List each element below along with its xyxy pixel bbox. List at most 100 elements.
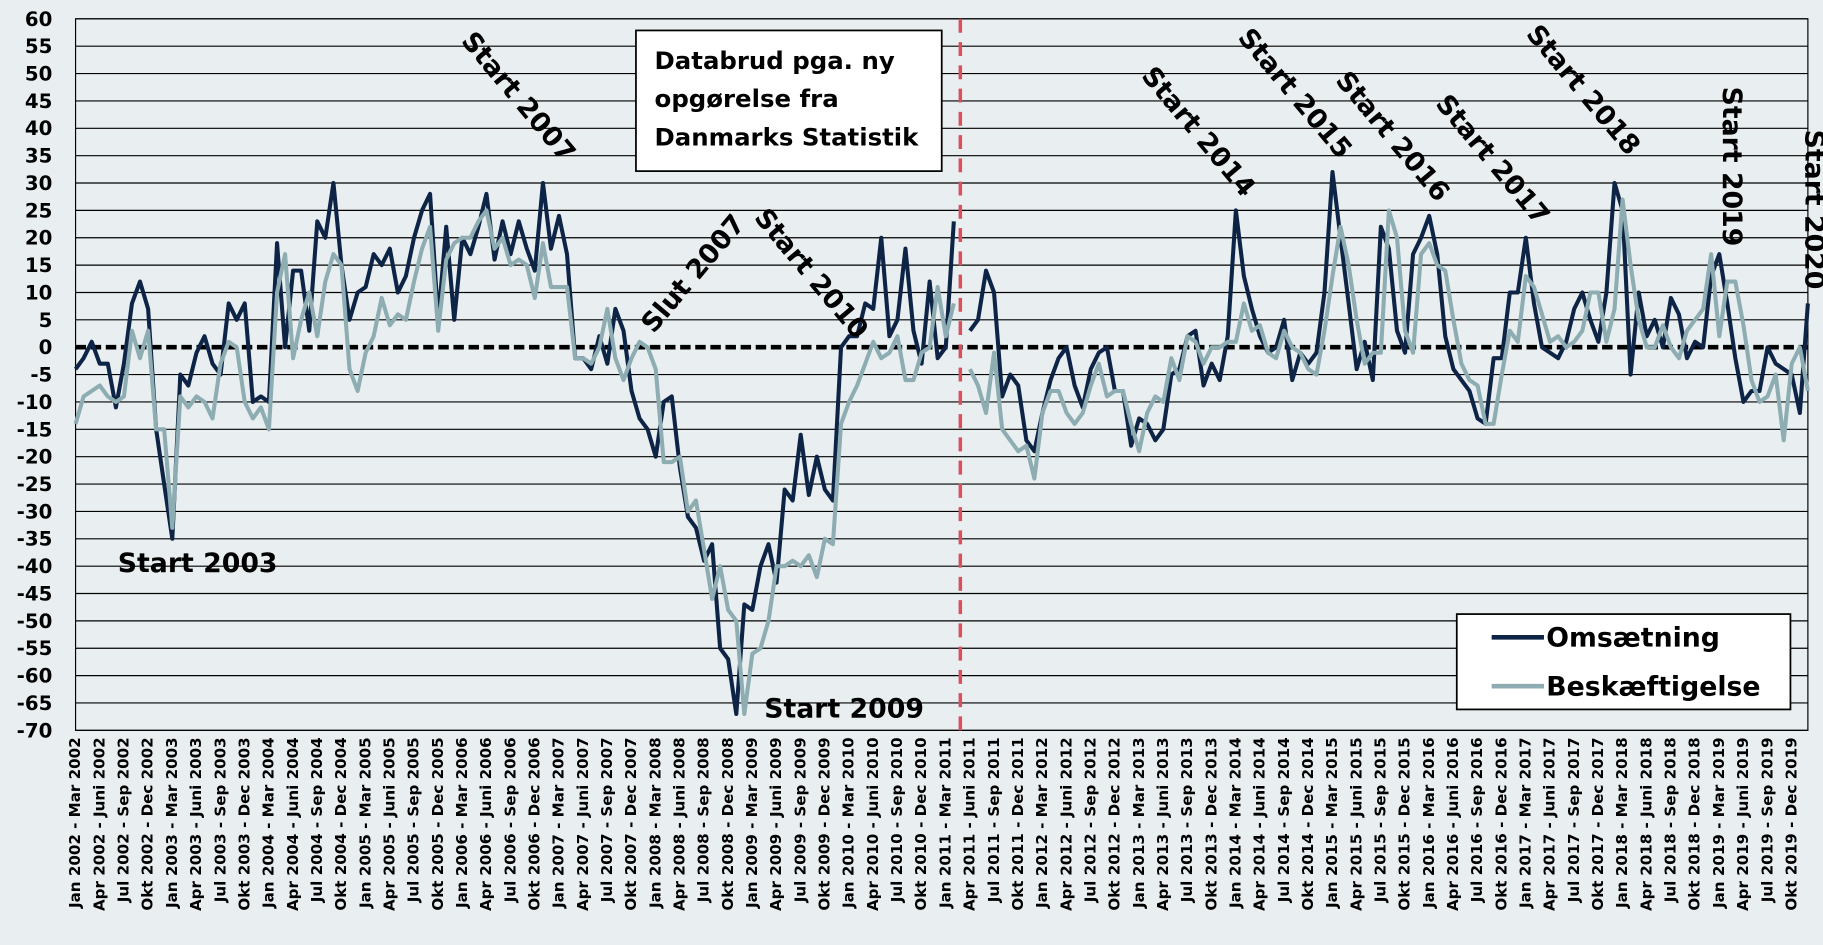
x-tick-label: Apr 2009 - Juni 2009 (767, 737, 785, 911)
x-tick-label: Okt 2009 - Dec 2009 (816, 737, 834, 910)
x-tick-label: Jul 2010 - Sep 2010 (888, 737, 906, 903)
y-tick-label: 20 (25, 227, 52, 250)
y-tick-label: 0 (39, 336, 53, 359)
y-tick-label: 30 (25, 172, 52, 195)
x-tick-label: Jan 2005 - Mar 2005 (356, 737, 374, 909)
x-tick-label: Jan 2010 - Mar 2010 (840, 737, 858, 909)
x-tick-label: Okt 2002 - Dec 2002 (139, 737, 157, 910)
x-tick-label: Jul 2003 - Sep 2003 (211, 737, 229, 903)
y-tick-label: 55 (25, 35, 52, 58)
x-tick-label: Jan 2007 - Mar 2007 (550, 737, 568, 909)
x-tick-label: Okt 2014 - Dec 2014 (1299, 737, 1317, 910)
x-tick-label: Jan 2019 - Mar 2019 (1710, 737, 1728, 909)
x-tick-label: Jan 2003 - Mar 2003 (163, 737, 181, 909)
x-tick-label: Okt 2012 - Dec 2012 (1106, 737, 1124, 910)
x-tick-label: Apr 2007 - Juni 2007 (574, 737, 592, 911)
y-tick-label: 25 (25, 199, 52, 222)
annotation: Start 2003 (118, 548, 278, 579)
y-tick-label: 5 (39, 309, 53, 332)
x-tick-label: Apr 2011 - Juni 2011 (961, 737, 979, 911)
x-tick-label: Jul 2011 - Sep 2011 (985, 737, 1003, 903)
y-tick-label: 50 (25, 63, 52, 86)
x-tick-label: Jul 2019 - Sep 2019 (1758, 737, 1776, 903)
x-tick-label: Okt 2011 - Dec 2011 (1009, 737, 1027, 910)
annotation: Start 2009 (764, 694, 924, 725)
x-tick-label: Jul 2006 - Sep 2006 (501, 737, 519, 903)
x-tick-label: Apr 2014 - Juni 2014 (1251, 737, 1269, 911)
y-tick-label: -50 (17, 610, 53, 633)
x-tick-label: Apr 2018 - Juni 2018 (1637, 737, 1655, 911)
x-tick-label: Okt 2015 - Dec 2015 (1396, 737, 1414, 910)
x-tick-label: Jul 2013 - Sep 2013 (1178, 737, 1196, 903)
x-tick-label: Jan 2013 - Mar 2013 (1130, 737, 1148, 909)
x-tick-label: Jul 2017 - Sep 2017 (1565, 737, 1583, 903)
y-tick-label: -60 (17, 665, 53, 688)
x-tick-label: Jul 2014 - Sep 2014 (1275, 737, 1293, 903)
x-tick-label: Okt 2019 - Dec 2019 (1782, 737, 1800, 910)
legend-label: Beskæftigelse (1546, 671, 1760, 702)
x-tick-label: Jan 2015 - Mar 2015 (1323, 737, 1341, 909)
y-tick-label: -15 (17, 418, 53, 441)
x-tick-label: Apr 2013 - Juni 2013 (1154, 737, 1172, 911)
y-tick-label: -70 (17, 719, 53, 742)
y-tick-label: 15 (25, 254, 52, 277)
series-line (968, 197, 1810, 481)
x-tick-label: Okt 2017 - Dec 2017 (1589, 737, 1607, 910)
x-tick-label: Jul 2009 - Sep 2009 (791, 737, 809, 903)
x-tick-label: Jul 2005 - Sep 2005 (405, 737, 423, 903)
x-tick-label: Apr 2015 - Juni 2015 (1347, 737, 1365, 911)
x-tick-label: Apr 2004 - Juni 2004 (284, 737, 302, 911)
y-tick-label: -40 (17, 555, 53, 578)
x-tick-label: Okt 2018 - Dec 2018 (1686, 737, 1704, 910)
x-tick-label: Apr 2008 - Juni 2008 (671, 737, 689, 911)
x-tick-label: Jan 2008 - Mar 2008 (646, 737, 664, 909)
series-line (968, 170, 1810, 454)
note-text: Databrud pga. ny (655, 46, 895, 75)
x-tick-label: Jan 2002 - Mar 2002 (66, 737, 84, 909)
x-tick-label: Okt 2013 - Dec 2013 (1202, 737, 1220, 910)
x-tick-label: Apr 2005 - Juni 2005 (380, 737, 398, 911)
y-tick-label: -65 (17, 692, 53, 715)
x-tick-label: Okt 2016 - Dec 2016 (1492, 737, 1510, 910)
x-tick-label: Jan 2004 - Mar 2004 (260, 737, 278, 909)
x-tick-label: Apr 2010 - Juni 2010 (864, 737, 882, 911)
annotation: Start 2019 (1716, 87, 1747, 247)
x-tick-label: Jan 2006 - Mar 2006 (453, 737, 471, 909)
x-tick-label: Jul 2007 - Sep 2007 (598, 737, 616, 903)
x-tick-label: Apr 2003 - Juni 2003 (187, 737, 205, 911)
y-tick-label: -20 (17, 446, 53, 469)
x-tick-label: Jan 2011 - Mar 2011 (936, 737, 954, 909)
x-tick-label: Jan 2012 - Mar 2012 (1033, 737, 1051, 909)
x-tick-label: Jul 2004 - Sep 2004 (308, 737, 326, 903)
x-tick-label: Jul 2002 - Sep 2002 (115, 737, 133, 903)
x-tick-label: Okt 2010 - Dec 2010 (912, 737, 930, 910)
annotation: Start 2020 (1799, 130, 1823, 290)
x-tick-label: Apr 2006 - Juni 2006 (477, 737, 495, 911)
y-tick-label: -30 (17, 500, 53, 523)
x-tick-label: Jul 2018 - Sep 2018 (1662, 737, 1680, 903)
x-tick-label: Okt 2006 - Dec 2006 (525, 737, 543, 910)
x-tick-label: Okt 2007 - Dec 2007 (622, 737, 640, 910)
y-tick-label: -5 (30, 364, 52, 387)
x-tick-label: Jul 2016 - Sep 2016 (1468, 737, 1486, 903)
x-tick-label: Okt 2004 - Dec 2004 (332, 737, 350, 910)
y-tick-label: 35 (25, 145, 52, 168)
x-tick-label: Okt 2003 - Dec 2003 (235, 737, 253, 910)
series-line (73, 208, 956, 716)
y-tick-label: -55 (17, 637, 53, 660)
x-tick-label: Jan 2017 - Mar 2017 (1517, 737, 1535, 909)
note-text: Danmarks Statistik (655, 123, 920, 152)
y-tick-label: -10 (17, 391, 53, 414)
x-tick-label: Jul 2012 - Sep 2012 (1081, 737, 1099, 903)
x-tick-label: Okt 2008 - Dec 2008 (719, 737, 737, 910)
x-tick-label: Jul 2008 - Sep 2008 (695, 737, 713, 903)
note-text: opgørelse fra (655, 84, 839, 113)
y-tick-label: -25 (17, 473, 53, 496)
legend-label: Omsætning (1546, 623, 1720, 654)
y-tick-label: 60 (25, 8, 52, 31)
y-tick-label: 40 (25, 117, 52, 140)
x-tick-label: Jan 2018 - Mar 2018 (1613, 737, 1631, 909)
y-tick-label: -35 (17, 528, 53, 551)
